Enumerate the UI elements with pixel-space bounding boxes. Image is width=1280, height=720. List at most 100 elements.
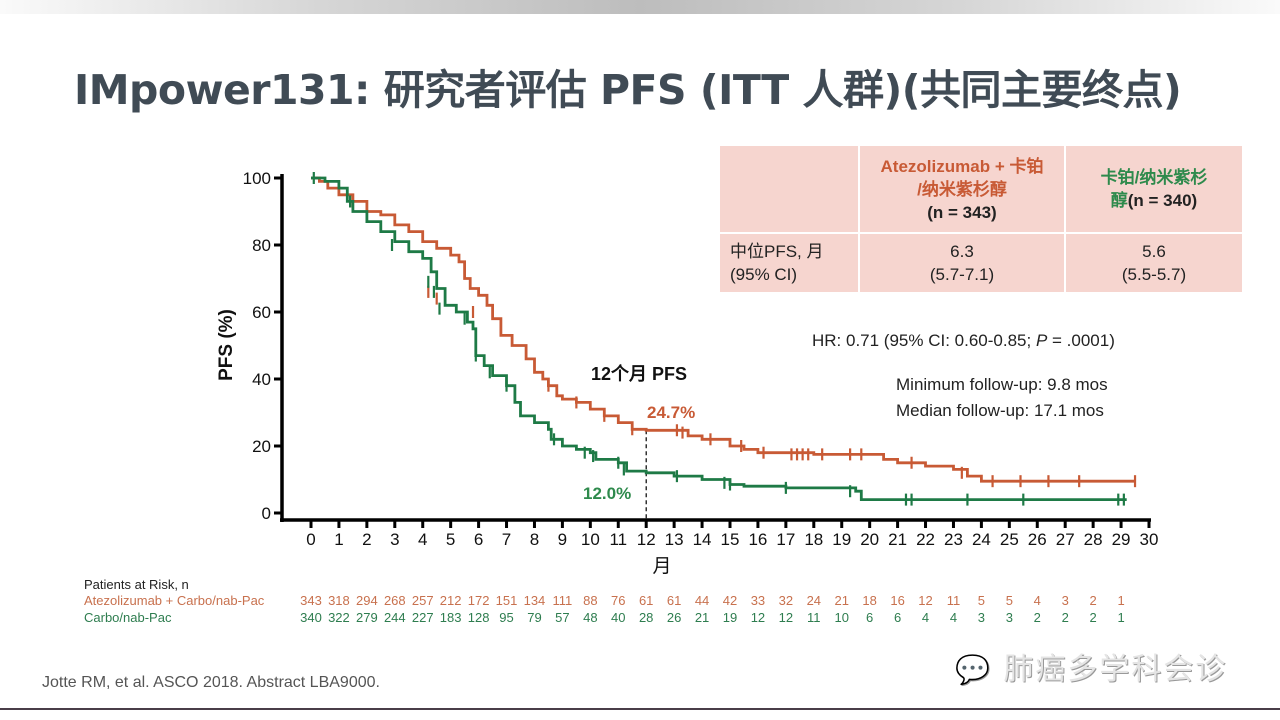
ci-control: (5.5-5.7) (1121, 265, 1187, 284)
top-gradient-bar (0, 0, 1280, 14)
y-tick-label: 60 (252, 303, 271, 322)
table-divider (720, 232, 1242, 234)
risk-value: 5 (1005, 593, 1013, 608)
risk-row-label-atezo: Atezolizumab + Carbo/nab-Pac (84, 593, 265, 608)
x-tick-label: 20 (860, 530, 879, 549)
risk-value: 322 (328, 610, 350, 625)
hr-prefix: HR: 0.71 (95% CI: 0.60-0.85; (812, 331, 1036, 350)
y-tick-label: 20 (252, 437, 271, 456)
x-tick-label: 1 (334, 530, 343, 549)
risk-value: 6 (893, 610, 902, 625)
y-tick-label: 80 (252, 236, 271, 255)
x-tick-label: 18 (804, 530, 823, 549)
x-tick-label: 24 (972, 530, 991, 549)
x-tick-label: 30 (1140, 530, 1159, 549)
x-axis-label: 月 (652, 556, 671, 577)
risk-value: 128 (467, 610, 490, 625)
x-tick-label: 16 (748, 530, 767, 549)
hr-p-symbol: P (1035, 331, 1048, 350)
table-header-control: 卡铂/纳米紫杉 醇(n = 340) (1066, 146, 1242, 232)
risk-value: 12 (750, 610, 766, 625)
risk-value: 48 (583, 610, 598, 625)
risk-value: 279 (356, 610, 378, 625)
row-label-line2: (95% CI) (730, 265, 798, 284)
risk-value: 3 (977, 610, 985, 625)
median-atezo: 6.3 (950, 242, 974, 261)
risk-value: 10 (834, 610, 849, 625)
header-control-n: (n = 340) (1127, 191, 1198, 210)
x-tick-label: 7 (502, 530, 511, 549)
y-tick-label: 100 (243, 169, 271, 188)
risk-value: 1 (1117, 610, 1125, 625)
risk-value: 227 (411, 610, 434, 625)
risk-value: 3 (1005, 610, 1013, 625)
km-curve-atezo (311, 176, 1135, 483)
x-tick-label: 8 (530, 530, 539, 549)
risk-value: 172 (467, 593, 490, 608)
header-atezo-n: (n = 343) (927, 202, 997, 222)
risk-value: 95 (499, 610, 514, 625)
risk-value: 318 (328, 593, 350, 608)
risk-value: 5 (977, 593, 985, 608)
risk-value: 4 (1033, 593, 1041, 608)
table-header-atezo: Atezolizumab + 卡铂 /纳米紫杉醇 (n = 343) (860, 146, 1064, 232)
x-tick-label: 23 (944, 530, 963, 549)
bottom-rule (0, 708, 1280, 710)
risk-value: 244 (383, 610, 406, 625)
risk-value: 61 (666, 593, 682, 608)
risk-value: 11 (946, 593, 961, 608)
watermark-text: 肺癌多学科会诊 (1003, 652, 1228, 687)
risk-value: 79 (527, 610, 542, 625)
risk-value: 268 (383, 593, 406, 608)
risk-value: 4 (921, 610, 930, 625)
risk-value: 1 (1117, 593, 1125, 608)
risk-value: 12 (778, 610, 794, 625)
median-followup-text: Median follow-up: 17.1 mos (896, 401, 1104, 420)
table-value-control: 5.6 (5.5-5.7) (1066, 234, 1242, 292)
x-tick-label: 12 (637, 530, 656, 549)
wechat-icon: 💬 (955, 653, 992, 686)
risk-value: 21 (834, 593, 849, 608)
landmark-value-control: 12.0% (583, 484, 631, 503)
x-tick-label: 21 (888, 530, 907, 549)
table-row-label: 中位PFS, 月 (95% CI) (720, 234, 858, 292)
risk-value: 343 (300, 593, 322, 608)
risk-value: 12 (918, 593, 933, 608)
risk-value: 32 (778, 593, 794, 608)
y-tick-label: 0 (262, 504, 271, 523)
x-tick-label: 29 (1112, 530, 1131, 549)
x-tick-label: 4 (418, 530, 427, 549)
row-label-line1: 中位PFS, 月 (730, 242, 824, 261)
risk-value: 40 (611, 610, 626, 625)
table-divider (1064, 146, 1066, 292)
table-divider (858, 146, 860, 292)
risk-value: 16 (890, 593, 905, 608)
risk-value: 76 (611, 593, 626, 608)
risk-value: 134 (523, 593, 546, 608)
risk-value: 61 (638, 593, 654, 608)
y-tick-label: 40 (252, 370, 271, 389)
x-tick-label: 6 (474, 530, 483, 549)
risk-value: 111 (552, 593, 573, 608)
header-atezo-line2: /纳米紫杉醇 (917, 179, 1007, 199)
risk-row-label-control: Carbo/nab-Pac (84, 610, 172, 625)
citation-footnote: Jotte RM, et al. ASCO 2018. Abstract LBA… (42, 674, 380, 691)
risk-value: 3 (1061, 593, 1069, 608)
risk-table-title: Patients at Risk, n (84, 577, 189, 592)
risk-value: 42 (722, 593, 738, 608)
header-control-line2: 醇 (1110, 191, 1128, 210)
risk-value: 340 (300, 610, 322, 625)
hazard-ratio-text: HR: 0.71 (95% CI: 0.60-0.85; P = .0001) (812, 331, 1115, 351)
x-tick-label: 9 (558, 530, 567, 549)
x-tick-label: 19 (832, 530, 851, 549)
x-tick-label: 25 (1000, 530, 1019, 549)
x-tick-label: 17 (776, 530, 795, 549)
watermark: 💬 肺癌多学科会诊 (955, 644, 1227, 688)
risk-value: 151 (495, 593, 518, 608)
risk-value: 183 (439, 610, 462, 625)
ci-atezo: (5.7-7.1) (929, 265, 995, 284)
risk-value: 24 (806, 593, 822, 608)
median-pfs-table: Atezolizumab + 卡铂 /纳米紫杉醇 (n = 343) 卡铂/纳米… (720, 146, 1242, 292)
